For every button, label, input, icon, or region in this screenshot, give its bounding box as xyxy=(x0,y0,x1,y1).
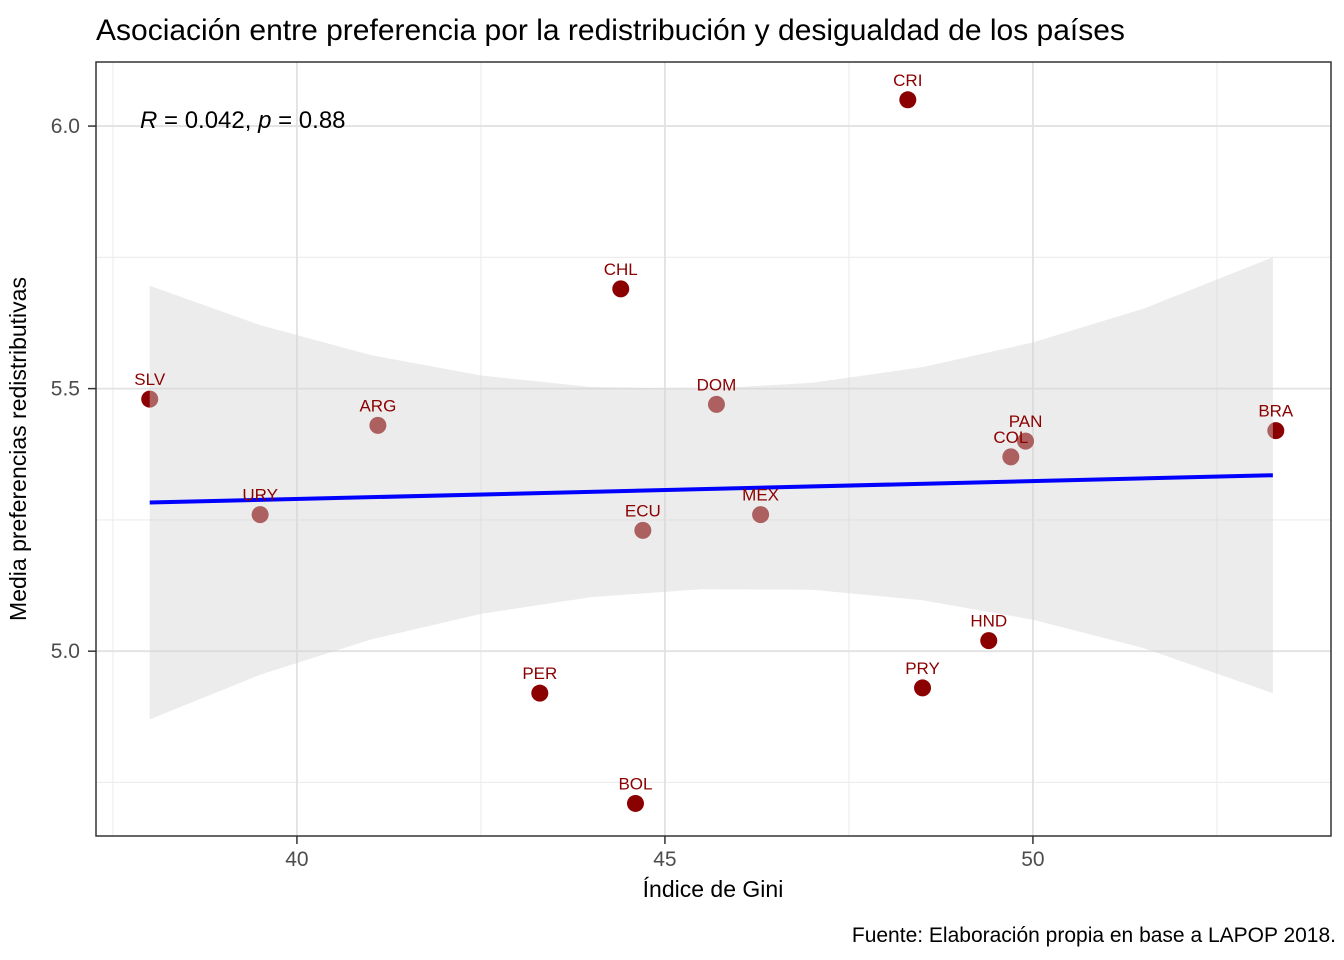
correlation-annotation: R = 0.042, p = 0.88 xyxy=(140,107,346,134)
x-tick-label: 50 xyxy=(1021,848,1044,871)
point-label-DOM: DOM xyxy=(697,375,737,394)
data-point-HND xyxy=(980,632,998,650)
annotation-p-symbol: p xyxy=(257,107,271,134)
point-label-URY: URY xyxy=(242,486,278,505)
point-label-BOL: BOL xyxy=(618,774,652,793)
data-point-MEX xyxy=(752,506,770,524)
point-label-SLV: SLV xyxy=(134,370,166,389)
data-point-SLV xyxy=(141,390,159,408)
data-point-DOM xyxy=(707,395,725,413)
data-point-ECU xyxy=(634,521,652,539)
data-point-ARG xyxy=(369,416,387,434)
chart-title: Asociación entre preferencia por la redi… xyxy=(96,14,1125,47)
point-label-PAN: PAN xyxy=(1009,412,1043,431)
y-tick-label: 5.5 xyxy=(51,378,80,401)
annotation-r-symbol: R xyxy=(140,107,157,134)
point-label-CHL: CHL xyxy=(604,260,638,279)
data-point-PAN xyxy=(1017,432,1035,450)
annotation-r-value: = 0.042, xyxy=(157,107,258,134)
data-point-PRY xyxy=(914,679,932,697)
axis-tick-labels: 40 45 50 5.0 5.5 6.0 xyxy=(51,115,1045,871)
panel-background xyxy=(96,62,1331,836)
point-label-PRY: PRY xyxy=(905,659,940,678)
x-tick-label: 45 xyxy=(653,848,676,871)
point-label-HND: HND xyxy=(970,612,1007,631)
source-caption: Fuente: Elaboración propia en base a LAP… xyxy=(852,924,1336,947)
point-label-MEX: MEX xyxy=(742,486,779,505)
x-axis-title: Índice de Gini xyxy=(643,876,784,902)
gridlines xyxy=(96,62,1331,836)
data-point-BOL xyxy=(626,794,644,812)
axis-ticks xyxy=(88,125,1034,844)
point-label-BRA: BRA xyxy=(1258,402,1294,421)
annotation-p-value: = 0.88 xyxy=(271,107,345,134)
data-point-CHL xyxy=(612,280,630,298)
regression-line-path xyxy=(149,473,1273,505)
data-point-BRA xyxy=(1267,422,1285,440)
panel-border xyxy=(95,61,1332,837)
x-tick-label: 40 xyxy=(285,848,308,871)
point-label-ARG: ARG xyxy=(359,396,396,415)
y-tick-label: 5.0 xyxy=(51,640,80,663)
data-point-CRI xyxy=(899,91,917,109)
point-labels: SLV URY ARG PER CHL BOL ECU DOM MEX CRI PRY HND COLP… xyxy=(134,71,1294,794)
point-label-PER: PER xyxy=(522,664,557,683)
data-point-COL xyxy=(1002,448,1020,466)
data-point-URY xyxy=(251,506,269,524)
data-points xyxy=(141,91,1285,812)
y-tick-label: 6.0 xyxy=(51,115,80,138)
point-label-ECU: ECU xyxy=(625,501,661,520)
regression-line xyxy=(149,473,1273,505)
y-axis-title: Media preferencias redistributivas xyxy=(5,277,31,621)
point-label-CRI: CRI xyxy=(893,71,922,90)
data-point-PER xyxy=(531,684,549,702)
point-label-COL: COL xyxy=(993,428,1028,447)
